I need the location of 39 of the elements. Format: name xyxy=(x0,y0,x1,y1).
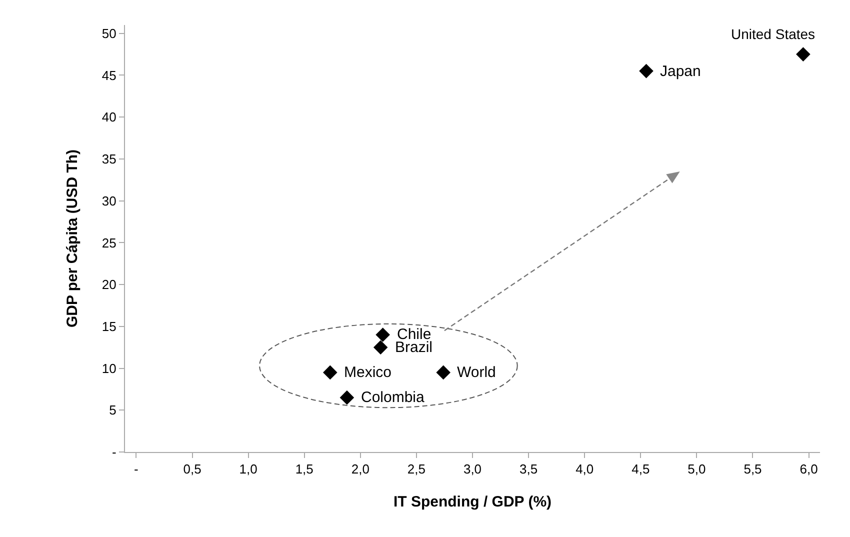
x-tick-label: 4,5 xyxy=(632,462,650,477)
x-axis-title: IT Spending / GDP (%) xyxy=(393,494,552,511)
point xyxy=(639,64,654,78)
x-tick-label: - xyxy=(134,462,138,477)
y-tick-label: 40 xyxy=(102,110,116,125)
point xyxy=(796,47,810,62)
x-tick-label: 2,5 xyxy=(407,462,426,477)
y-tick-label: 45 xyxy=(102,68,116,83)
annotation: Mexico xyxy=(344,364,392,381)
x-tick-label: 0,5 xyxy=(183,462,202,477)
x-tick-label: 2,0 xyxy=(351,462,370,477)
y-tick-label: 20 xyxy=(102,277,116,292)
y-tick-label: 35 xyxy=(102,152,116,167)
point xyxy=(373,340,388,354)
x-tick-label: 4,0 xyxy=(576,462,594,477)
point xyxy=(436,365,450,380)
y-tick-label: - xyxy=(112,444,116,460)
y-tick-label: 30 xyxy=(102,193,116,208)
annotation: Japan xyxy=(660,63,701,80)
point xyxy=(340,390,354,405)
annotation: World xyxy=(457,364,496,381)
x-tick-label: 5,5 xyxy=(744,462,762,477)
x-tick-label: 6,0 xyxy=(800,462,818,477)
y-tick-label: 25 xyxy=(102,235,116,250)
annotation: United States xyxy=(731,26,816,42)
y-tick-label: 5 xyxy=(109,402,116,418)
x-tick-label: 5,0 xyxy=(688,462,706,477)
y-tick-label: 50 xyxy=(102,26,116,41)
point xyxy=(322,365,338,380)
annotation: Colombia xyxy=(361,389,426,406)
x-tick-label: 1,5 xyxy=(295,462,314,477)
y-axis-title: GDP per Cápita (USD Th) xyxy=(64,149,82,328)
x-tick-label: 3,5 xyxy=(520,462,538,477)
y-tick-label: 15 xyxy=(102,318,116,334)
annotation: Brazil xyxy=(395,339,433,356)
x-tick-label: 3,0 xyxy=(463,462,482,477)
x-tick-label: 1,0 xyxy=(239,462,258,477)
point xyxy=(376,328,390,342)
y-tick-label: 10 xyxy=(102,360,116,376)
